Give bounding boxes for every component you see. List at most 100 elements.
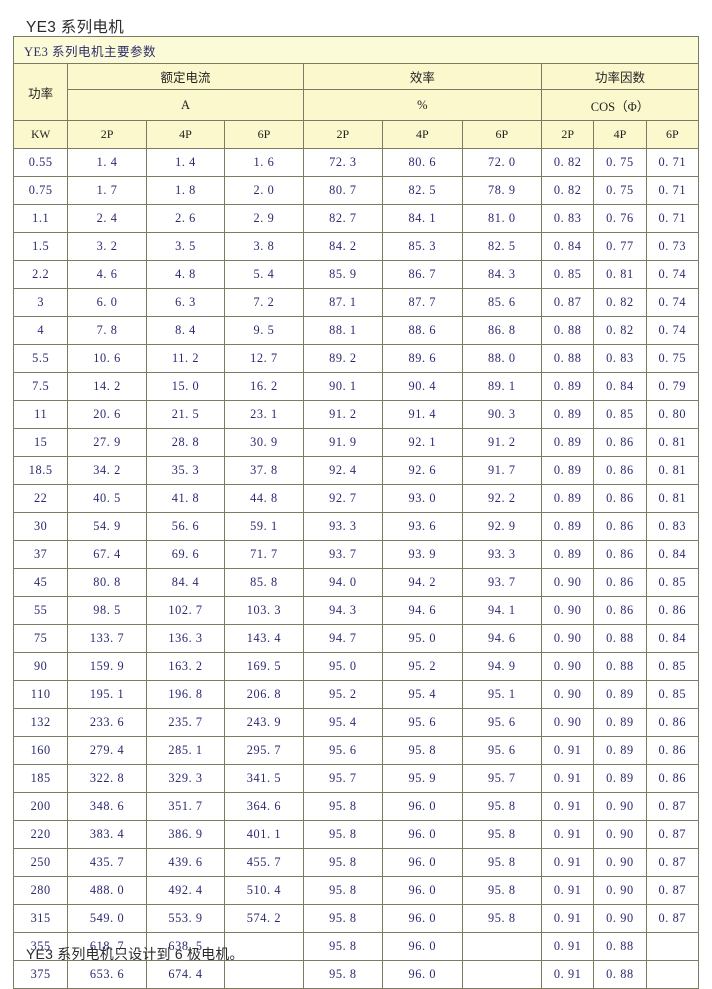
cell-current-2p: 488. 0 (67, 876, 147, 905)
table-row: 375 653. 6 674. 4 95. 8 96. 0 0. 91 0. 88 (12, 960, 700, 989)
cell-efficiency-2p: 91. 9 (302, 428, 384, 457)
cell-efficiency-4p: 96. 0 (382, 932, 463, 961)
cell-current-4p: 196. 8 (145, 680, 226, 709)
cell-power-factor-4p: 0. 90 (593, 820, 647, 849)
cell-current-6p: 30. 9 (224, 428, 304, 457)
cell-power-factor-2p: 0. 91 (541, 876, 595, 905)
cell-current-2p: 98. 5 (67, 596, 147, 625)
header-row-poles: KW 2P 4P 6P 2P 4P 6P 2P 4P 6P (12, 120, 700, 149)
cell-current-2p: 195. 1 (67, 680, 147, 709)
table-row: 280 488. 0 492. 4 510. 4 95. 8 96. 0 95. 8 0. 9… (12, 876, 700, 905)
cell-power-factor-2p: 0. 85 (541, 260, 595, 289)
cell-power-factor-4p: 0. 88 (593, 652, 647, 681)
cell-efficiency-2p: 88. 1 (302, 316, 384, 345)
cell-current-4p: 386. 9 (145, 820, 226, 849)
table-caption-row: YE3 系列电机主要参数 (13, 36, 699, 64)
cell-efficiency-4p: 96. 0 (382, 848, 463, 877)
cell-current-2p: 159. 9 (67, 652, 147, 681)
table-row: 22 40. 5 41. 8 44. 8 92. 7 93. 0 92. 2 0. 89 0. … (12, 484, 700, 513)
cell-efficiency-4p: 91. 4 (382, 400, 463, 429)
cell-power-kw: 7.5 (12, 372, 69, 401)
cell-power-factor-2p: 0. 89 (541, 372, 595, 401)
cell-efficiency-6p: 94. 1 (461, 596, 543, 625)
cell-current-6p: 3. 8 (224, 232, 304, 261)
cell-power-factor-4p: 0. 89 (593, 708, 647, 737)
motor-parameters-table: YE3 系列电机主要参数 功率 额定电流 效率 功率因数 A % COS（Φ） … (12, 36, 700, 989)
cell-current-6p: 44. 8 (224, 484, 304, 513)
cell-efficiency-2p: 95. 6 (302, 736, 384, 765)
cell-power-factor-2p: 0. 89 (541, 512, 595, 541)
cell-power-factor-6p: 0. 74 (645, 260, 700, 289)
cell-power-factor-4p: 0. 90 (593, 792, 647, 821)
cell-efficiency-2p: 72. 3 (302, 148, 384, 177)
cell-efficiency-6p: 93. 7 (461, 568, 543, 597)
cell-efficiency-6p: 81. 0 (461, 204, 543, 233)
cell-power-factor-4p: 0. 88 (593, 624, 647, 653)
cell-efficiency-2p: 95. 8 (302, 792, 384, 821)
table-row: 160 279. 4 285. 1 295. 7 95. 6 95. 8 95. 6 0. 9… (12, 736, 700, 765)
cell-current-2p: 618. 7 (67, 932, 147, 961)
cell-efficiency-6p: 95. 8 (461, 876, 543, 905)
table-row: 55 98. 5 102. 7 103. 3 94. 3 94. 6 94. 1 0. 90 0… (12, 596, 700, 625)
cell-current-6p: 7. 2 (224, 288, 304, 317)
cell-current-2p: 20. 6 (67, 400, 147, 429)
cell-power-factor-2p: 0. 90 (541, 568, 595, 597)
cell-current-6p: 341. 5 (224, 764, 304, 793)
header-cos-2p: 2P (541, 120, 595, 149)
cell-power-factor-2p: 0. 90 (541, 708, 595, 737)
cell-power-factor-2p: 0. 91 (541, 764, 595, 793)
cell-efficiency-4p: 80. 6 (382, 148, 463, 177)
cell-current-4p: 285. 1 (145, 736, 226, 765)
cell-power-factor-4p: 0. 77 (593, 232, 647, 261)
header-efficiency-2p: 2P (302, 120, 384, 149)
cell-efficiency-2p: 95. 2 (302, 680, 384, 709)
cell-power-kw: 5.5 (12, 344, 69, 373)
cell-efficiency-6p: 93. 3 (461, 540, 543, 569)
cell-power-factor-6p: 0. 86 (645, 708, 700, 737)
cell-current-2p: 3. 2 (67, 232, 147, 261)
table-row: 15 27. 9 28. 8 30. 9 91. 9 92. 1 91. 2 0. 89 0. … (12, 428, 700, 457)
cell-power-factor-4p: 0. 75 (593, 148, 647, 177)
header-power-factor-unit: COS（Φ） (541, 89, 699, 121)
cell-efficiency-2p: 95. 7 (302, 764, 384, 793)
cell-current-6p: 169. 5 (224, 652, 304, 681)
table-row: 0.55 1. 4 1. 4 1. 6 72. 3 80. 6 72. 0 0. 82 0. 7… (12, 148, 700, 177)
cell-current-4p: 28. 8 (145, 428, 226, 457)
cell-current-4p: 102. 7 (145, 596, 226, 625)
cell-current-6p: 71. 7 (224, 540, 304, 569)
cell-power-kw: 0.75 (12, 176, 69, 205)
cell-power-factor-2p: 0. 91 (541, 904, 595, 933)
cell-power-factor-6p: 0. 87 (645, 876, 700, 905)
header-current-4p: 4P (145, 120, 226, 149)
cell-power-factor-2p: 0. 84 (541, 232, 595, 261)
cell-current-4p: 2. 6 (145, 204, 226, 233)
table-row: 3 6. 0 6. 3 7. 2 87. 1 87. 7 85. 6 0. 87 0. 82 0.… (12, 288, 700, 317)
cell-power-factor-4p: 0. 90 (593, 848, 647, 877)
table-row: 132 233. 6 235. 7 243. 9 95. 4 95. 6 95. 6 0. 9… (12, 708, 700, 737)
cell-power-kw: 18.5 (12, 456, 69, 485)
cell-power-factor-2p: 0. 91 (541, 820, 595, 849)
cell-power-factor-6p (645, 932, 700, 961)
cell-efficiency-2p: 92. 4 (302, 456, 384, 485)
cell-current-6p: 2. 9 (224, 204, 304, 233)
cell-current-6p: 510. 4 (224, 876, 304, 905)
cell-efficiency-6p: 95. 8 (461, 904, 543, 933)
cell-current-2p: 279. 4 (67, 736, 147, 765)
table-caption: YE3 系列电机主要参数 (13, 36, 699, 64)
cell-current-4p: 329. 3 (145, 764, 226, 793)
cell-efficiency-4p: 88. 6 (382, 316, 463, 345)
cell-efficiency-4p: 92. 6 (382, 456, 463, 485)
cell-efficiency-6p: 78. 9 (461, 176, 543, 205)
cell-power-kw: 90 (12, 652, 69, 681)
cell-power-factor-6p: 0. 73 (645, 232, 700, 261)
cell-power-kw: 11 (12, 400, 69, 429)
cell-power-factor-6p: 0. 79 (645, 372, 700, 401)
table-row: 315 549. 0 553. 9 574. 2 95. 8 96. 0 95. 8 0. 9… (12, 904, 700, 933)
cell-efficiency-6p: 95. 8 (461, 792, 543, 821)
header-row-group: 功率 额定电流 效率 功率因数 (12, 63, 699, 121)
cell-current-4p: 56. 6 (145, 512, 226, 541)
cell-power-factor-2p: 0. 91 (541, 848, 595, 877)
cell-power-factor-2p: 0. 90 (541, 624, 595, 653)
cell-current-6p: 1. 6 (224, 148, 304, 177)
header-rated-current-label: 额定电流 (67, 63, 304, 90)
